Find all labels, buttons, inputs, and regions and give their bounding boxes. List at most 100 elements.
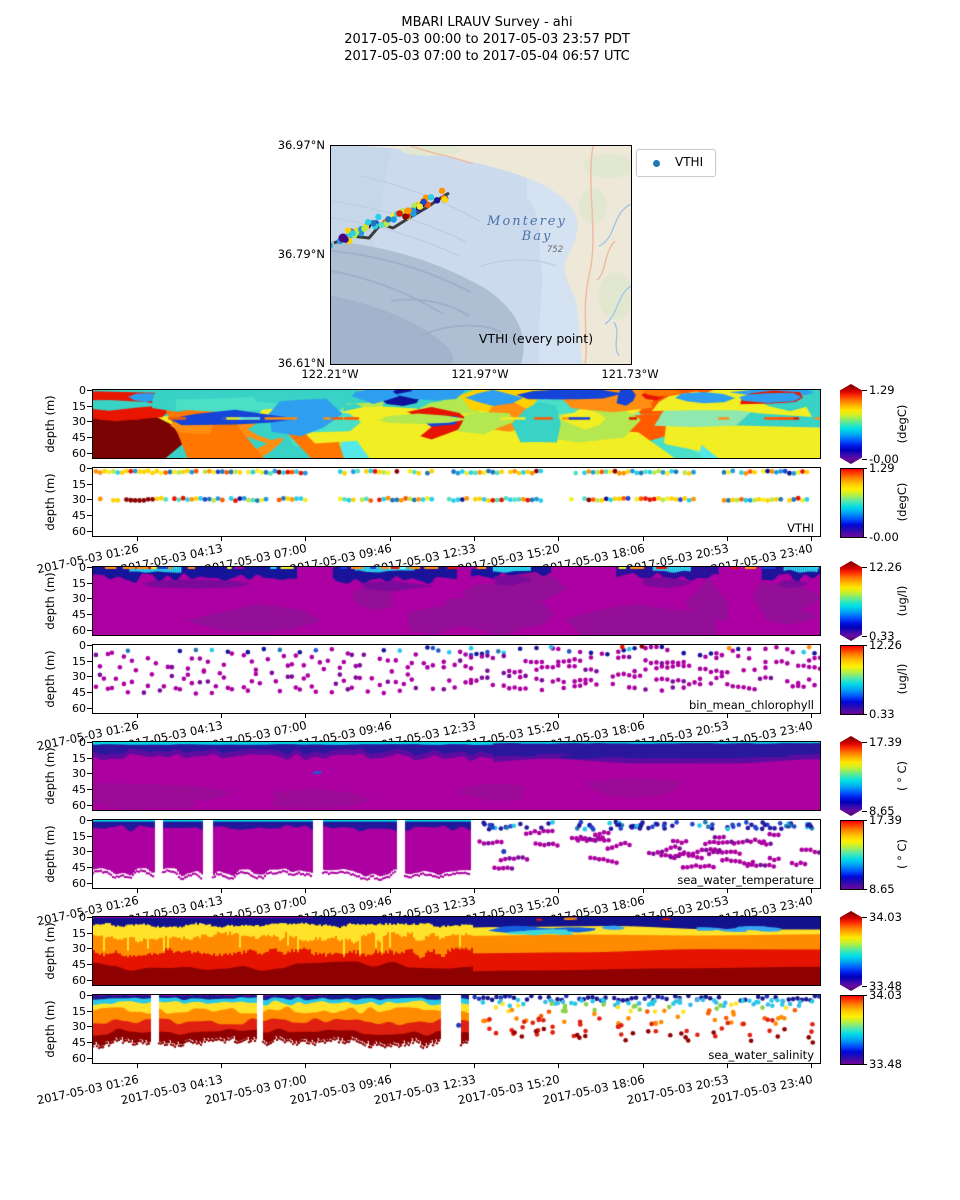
colorbar-chlorophyll-contour (840, 561, 862, 641)
x-tick-mark (136, 1064, 138, 1068)
colorbar-min-value: 33.48 (869, 979, 902, 993)
panel-canvas-temperature-contour (93, 742, 820, 810)
panel-inner-label-chlorophyll-scatter: bin_mean_chlorophyll (688, 698, 814, 712)
colorbar-max-value: 12.26 (869, 638, 902, 652)
colorbar-tick-min (862, 537, 867, 538)
panel-inner-label-vthi-scatter: VTHI (787, 521, 814, 535)
colorbar-max-value: 1.29 (869, 461, 895, 475)
colorbar-tick-max (862, 995, 867, 996)
colorbar-tick-min (862, 889, 867, 890)
y-tick-label: 0 (79, 736, 86, 749)
y-tick-label: 45 (72, 431, 86, 445)
colorbar-temperature-contour (840, 736, 862, 816)
y-tick-mark (87, 773, 92, 775)
colorbar-tick-min (862, 714, 867, 715)
track-point (420, 198, 427, 206)
colorbar-tick-min (862, 986, 867, 987)
colorbar-salinity-scatter (840, 995, 864, 1065)
panel-chlorophyll-contour (92, 566, 821, 636)
y-axis-label-vthi-contour: depth (m) (43, 395, 57, 453)
y-tick-mark (87, 742, 92, 743)
x-tick-mark (558, 1064, 560, 1068)
y-tick-label: 0 (79, 561, 86, 574)
y-tick-label: 15 (72, 576, 86, 590)
panel-canvas-vthi-contour (93, 390, 820, 458)
y-tick-mark (87, 1057, 92, 1059)
legend-label: VTHI (675, 155, 704, 169)
y-tick-label: 45 (72, 686, 86, 700)
x-tick-mark (642, 889, 644, 893)
track-point (370, 220, 377, 227)
colorbar-max-value: 34.03 (869, 988, 902, 1002)
y-axis-label-chlorophyll-scatter: depth (m) (43, 650, 57, 708)
y-tick-label: 15 (72, 477, 86, 491)
track-point (378, 221, 385, 228)
track-point (427, 194, 435, 201)
x-tick-mark (473, 714, 475, 718)
map: Monterey Bay 752 VTHI (every point) (326, 144, 635, 365)
y-tick-mark (87, 421, 92, 423)
y-tick-label: 0 (79, 911, 86, 924)
figure-subtitle-utc: 2017-05-03 07:00 to 2017-05-04 06:57 UTC (344, 49, 630, 64)
y-tick-label: 60 (72, 973, 86, 987)
y-tick-mark (87, 995, 92, 996)
track-point (385, 216, 392, 223)
track-point (438, 187, 446, 194)
colorbar-tick-min (862, 1064, 867, 1065)
y-tick-label: 60 (72, 876, 86, 890)
x-tick-mark (811, 1064, 813, 1068)
y-tick-mark (87, 932, 92, 934)
y-tick-label: 60 (72, 701, 86, 715)
y-tick-mark (87, 789, 92, 791)
colorbar-tick-min (862, 636, 867, 637)
x-tick-mark (473, 537, 475, 541)
panel-canvas-salinity-scatter (93, 995, 820, 1063)
x-tick-mark (811, 537, 813, 541)
deep-region (331, 296, 453, 364)
panel-salinity-scatter: sea_water_salinity (92, 994, 821, 1064)
y-tick-mark (87, 582, 92, 584)
colorbar-salinity-contour (840, 911, 862, 991)
colorbar-min-value: 8.65 (869, 882, 895, 896)
x-tick-mark (389, 537, 391, 541)
y-tick-label: 0 (79, 462, 86, 475)
track-point (390, 216, 397, 223)
x-tick-mark (473, 1064, 475, 1068)
x-tick-mark (558, 889, 560, 893)
y-tick-mark (87, 645, 92, 646)
legend: VTHI (636, 149, 716, 177)
y-tick-mark (87, 614, 92, 616)
y-tick-label: 60 (72, 446, 86, 460)
y-tick-mark (87, 530, 92, 532)
y-tick-mark (87, 1042, 92, 1044)
track-point (375, 213, 382, 221)
y-tick-label: 0 (79, 814, 86, 827)
x-tick-mark (220, 714, 222, 718)
y-tick-label: 15 (72, 654, 86, 668)
panel-temperature-contour (92, 741, 821, 811)
place-label-line2: Bay (521, 229, 553, 244)
colorbar-vthi-scatter (840, 468, 864, 538)
colorbar-tick-max (862, 742, 867, 743)
panel-canvas-temperature-scatter (93, 820, 820, 888)
y-tick-label: 15 (72, 829, 86, 843)
y-tick-label: 30 (72, 415, 86, 429)
y-tick-label: 30 (72, 942, 86, 956)
y-tick-mark (87, 567, 92, 568)
y-tick-mark (87, 804, 92, 806)
track-point (364, 219, 372, 226)
y-tick-mark (87, 483, 92, 485)
y-tick-label: 45 (72, 958, 86, 972)
colorbar-temperature-scatter (840, 820, 864, 890)
legend-marker-icon (653, 160, 660, 167)
colorbar-unit-chlorophyll-scatter: (ug/l) (895, 663, 909, 695)
x-tick-mark (473, 889, 475, 893)
colorbar-tick-max (862, 390, 867, 391)
y-tick-mark (87, 707, 92, 709)
y-tick-mark (87, 835, 92, 837)
y-tick-mark (87, 851, 92, 853)
map-annotation: VTHI (every point) (479, 331, 593, 346)
colorbar-unit-vthi-scatter: (degC) (895, 482, 909, 522)
y-tick-label: 30 (72, 493, 86, 507)
